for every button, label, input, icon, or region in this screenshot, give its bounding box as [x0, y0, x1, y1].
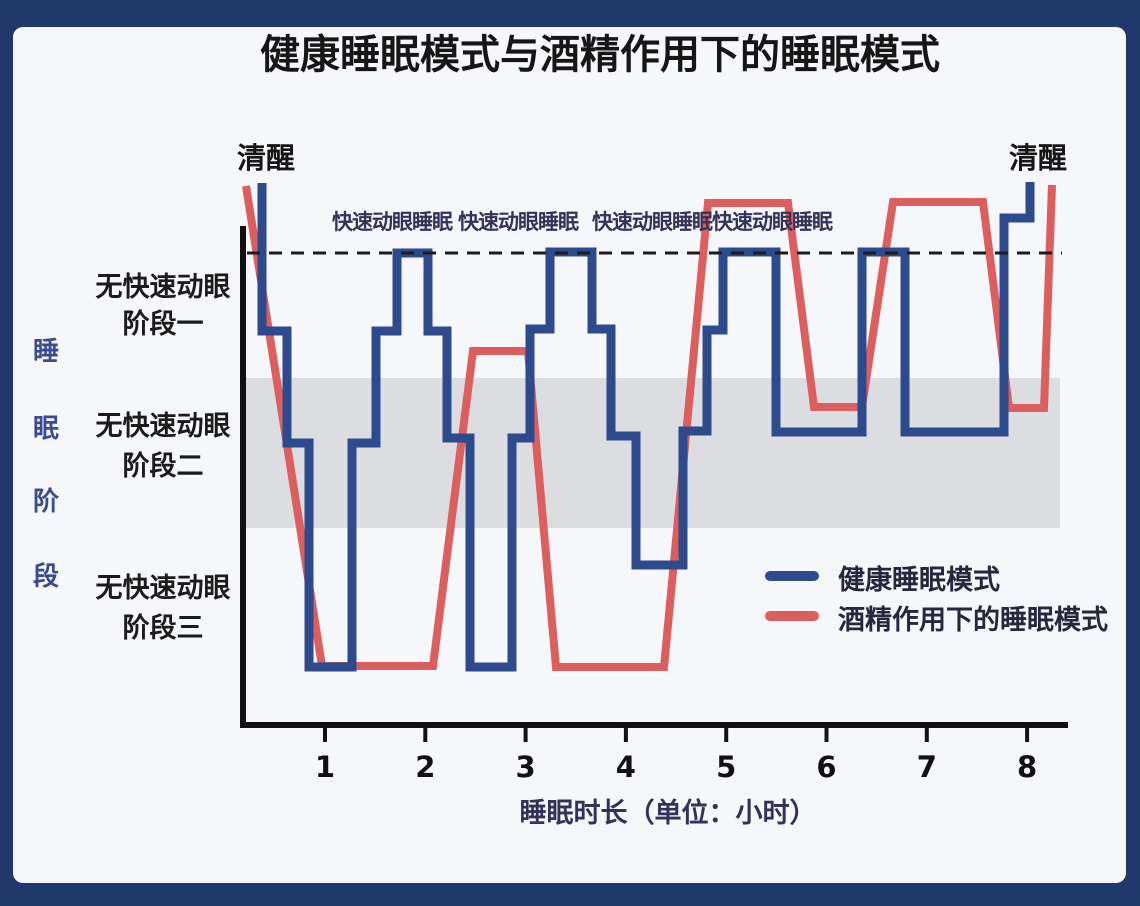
- x-tick-label: 1: [315, 750, 335, 784]
- x-tick-label: 8: [1017, 750, 1037, 784]
- x-tick-label: 5: [716, 750, 736, 784]
- stage3-label: 无快速动眼 阶段三: [96, 573, 231, 644]
- y-axis-title-char-3: 阶: [33, 487, 59, 517]
- x-tick-label: 2: [415, 750, 435, 784]
- stage2-label-line1: 无快速动眼: [96, 411, 231, 442]
- legend: 健康睡眠模式 酒精作用下的睡眠模式: [765, 564, 1108, 636]
- legend-label-alcohol: 酒精作用下的睡眠模式: [838, 604, 1108, 636]
- legend-label-healthy: 健康睡眠模式: [838, 564, 1000, 596]
- x-axis-ticks: 1 2 3 4 5 6 7 8: [315, 725, 1037, 784]
- x-tick-label: 6: [816, 750, 836, 784]
- stage2-label: 无快速动眼 阶段二: [96, 411, 231, 482]
- x-axis-label: 睡眠时长（单位：小时）: [520, 797, 817, 829]
- legend-swatch-alcohol: [765, 611, 819, 621]
- rem-label-4: 快速动眼睡眠: [712, 210, 833, 234]
- rem-label-2: 快速动眼睡眠: [458, 210, 579, 234]
- y-axis-title: 睡 眠 阶 段: [33, 337, 59, 592]
- y-axis-title-char-1: 睡: [33, 337, 59, 367]
- rem-label-1: 快速动眼睡眠: [332, 210, 453, 234]
- stage2-label-line2: 阶段二: [123, 451, 204, 482]
- alcohol-sleep-line: [242, 184, 1056, 671]
- awake-label-left: 清醒: [237, 141, 295, 175]
- page-title: 健康睡眠模式与酒精作用下的睡眠模式: [260, 32, 940, 78]
- x-tick-label: 3: [516, 750, 536, 784]
- rem-label-3: 快速动眼睡眠: [592, 210, 713, 234]
- stage1-label-line2: 阶段一: [123, 309, 204, 340]
- stage3-label-line1: 无快速动眼: [96, 573, 231, 604]
- stage2-band: [246, 378, 1060, 528]
- awake-label-right: 清醒: [1009, 141, 1067, 175]
- stage3-label-line2: 阶段三: [123, 613, 204, 644]
- legend-swatch-healthy: [765, 571, 819, 581]
- healthy-sleep-line: [257, 182, 1035, 672]
- stage1-label: 无快速动眼 阶段一: [96, 272, 231, 340]
- stage1-label-line1: 无快速动眼: [96, 272, 231, 303]
- y-axis-title-char-2: 眠: [33, 414, 59, 444]
- x-tick-label: 4: [616, 750, 636, 784]
- y-axis-title-char-4: 段: [33, 561, 59, 592]
- x-tick-label: 7: [917, 750, 937, 784]
